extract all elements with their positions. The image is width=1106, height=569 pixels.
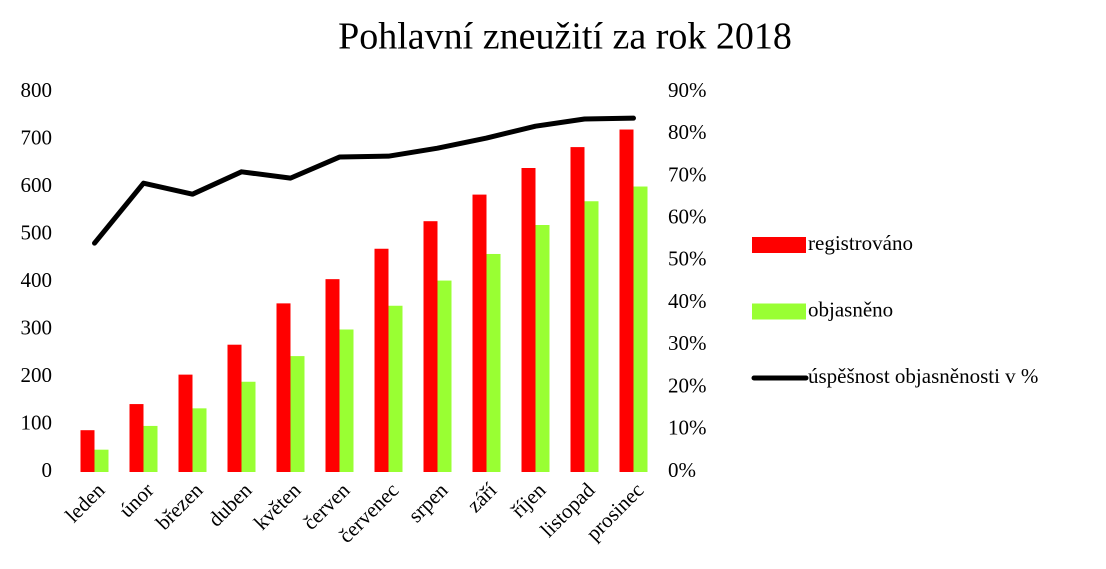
y-tick-label: 700 [21,125,53,149]
y-tick-label: 100 [21,410,53,434]
bar [633,186,648,472]
x-tick-label: duben [203,478,257,532]
y2-tick-label: 70% [668,162,707,186]
y2-tick-label: 30% [668,331,707,355]
chart-title: Pohlavní zneužití za rok 2018 [338,16,792,58]
bar [241,381,256,472]
y2-tick-label: 20% [668,373,707,397]
x-tick-label: srpen [403,478,452,527]
y2-tick-label: 50% [668,247,707,271]
bar [486,253,501,472]
bar [325,279,340,472]
bar [423,221,438,472]
y-tick-label: 400 [21,268,53,292]
bar [129,404,144,472]
y-tick-label: 600 [21,173,53,197]
y2-tick-label: 60% [668,204,707,228]
y-tick-label: 200 [21,363,53,387]
bar [192,408,207,472]
bar [619,129,634,472]
line [92,115,636,246]
legend-label: objasněno [808,297,893,321]
bar [437,280,452,472]
y-tick-label: 500 [21,220,53,244]
bar [535,225,550,472]
bar [178,374,193,472]
x-tick-label: květen [249,478,306,535]
y2-tick-label: 80% [668,120,707,144]
bar [227,344,242,472]
legend-swatch [752,237,806,253]
y2-tick-label: 0% [668,458,696,482]
bar [80,430,95,472]
bar [374,248,389,472]
bar [94,449,109,472]
x-tick-label: září [462,478,501,517]
bar [521,168,536,472]
bar [388,305,403,472]
legend-label: úspěšnost objasněnosti v % [808,364,1038,388]
bar [143,425,158,472]
legend-swatch [752,303,806,320]
y-tick-label: 0 [42,458,53,482]
bar [339,329,354,472]
y2-tick-label: 10% [668,416,707,440]
x-tick-label: březen [151,478,208,535]
bar [570,147,585,472]
bar [472,194,487,472]
legend-label: registrováno [808,231,913,255]
y-tick-label: 800 [21,78,53,102]
bar [276,303,291,472]
bar [584,201,599,472]
x-tick-label: leden [60,478,109,527]
bar [290,356,305,472]
y-tick-label: 300 [21,315,53,339]
y2-tick-label: 40% [668,289,707,313]
y2-tick-label: 90% [668,78,707,102]
